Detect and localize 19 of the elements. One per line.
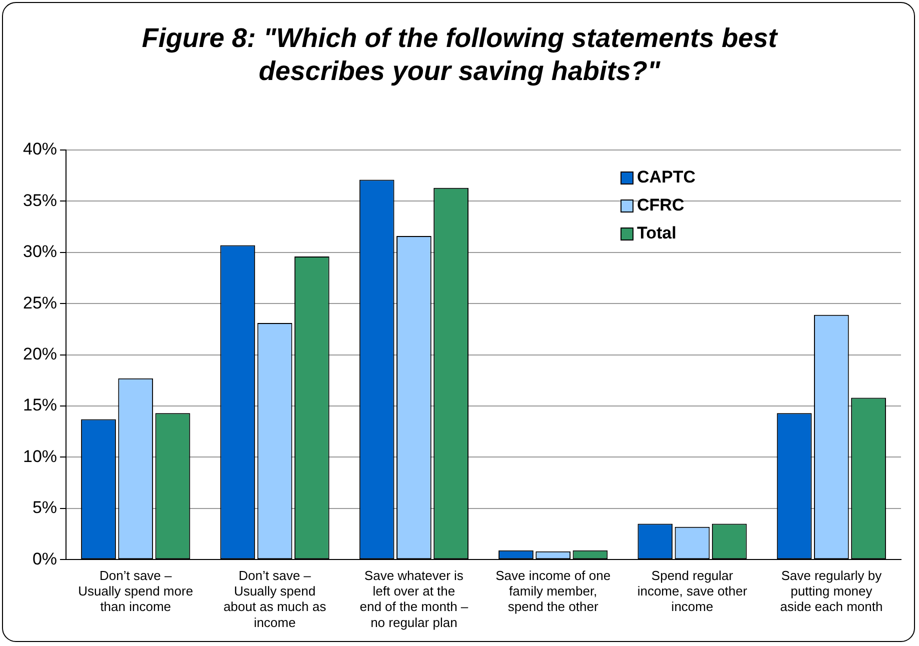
y-tick-label: 35% [22,190,58,210]
chart-title: Figure 8: "Which of the following statements best describes your saving habits?" [140,22,779,88]
y-tick-label: 40% [22,140,58,159]
x-tick-label: Don’t save – Usually spend about as much as income [223,568,327,630]
y-tick-label: 10% [22,446,58,466]
y-tick-label: 25% [22,293,58,312]
y-tick-label: 30% [22,242,58,262]
x-tick-label: Don’t save – Usually spend more than income [78,568,194,614]
y-tick-label: 5% [32,498,58,518]
legend-label: Total [637,224,676,243]
y-tick-label: 0% [32,549,58,568]
x-tick-label: Save income of one family member, spend the other [496,568,611,614]
y-tick-label: 15% [22,396,58,415]
x-tick-label: Spend regular income, save other income [637,568,748,614]
legend-label: CFRC [637,196,684,215]
legend-label: CAPTC [637,168,696,187]
y-tick-label: 20% [22,344,58,364]
x-tick-label: Save whatever is left over at the end of the month – no regular plan [360,568,469,630]
x-tick-label: Save regularly by putting money aside each month [780,568,883,614]
